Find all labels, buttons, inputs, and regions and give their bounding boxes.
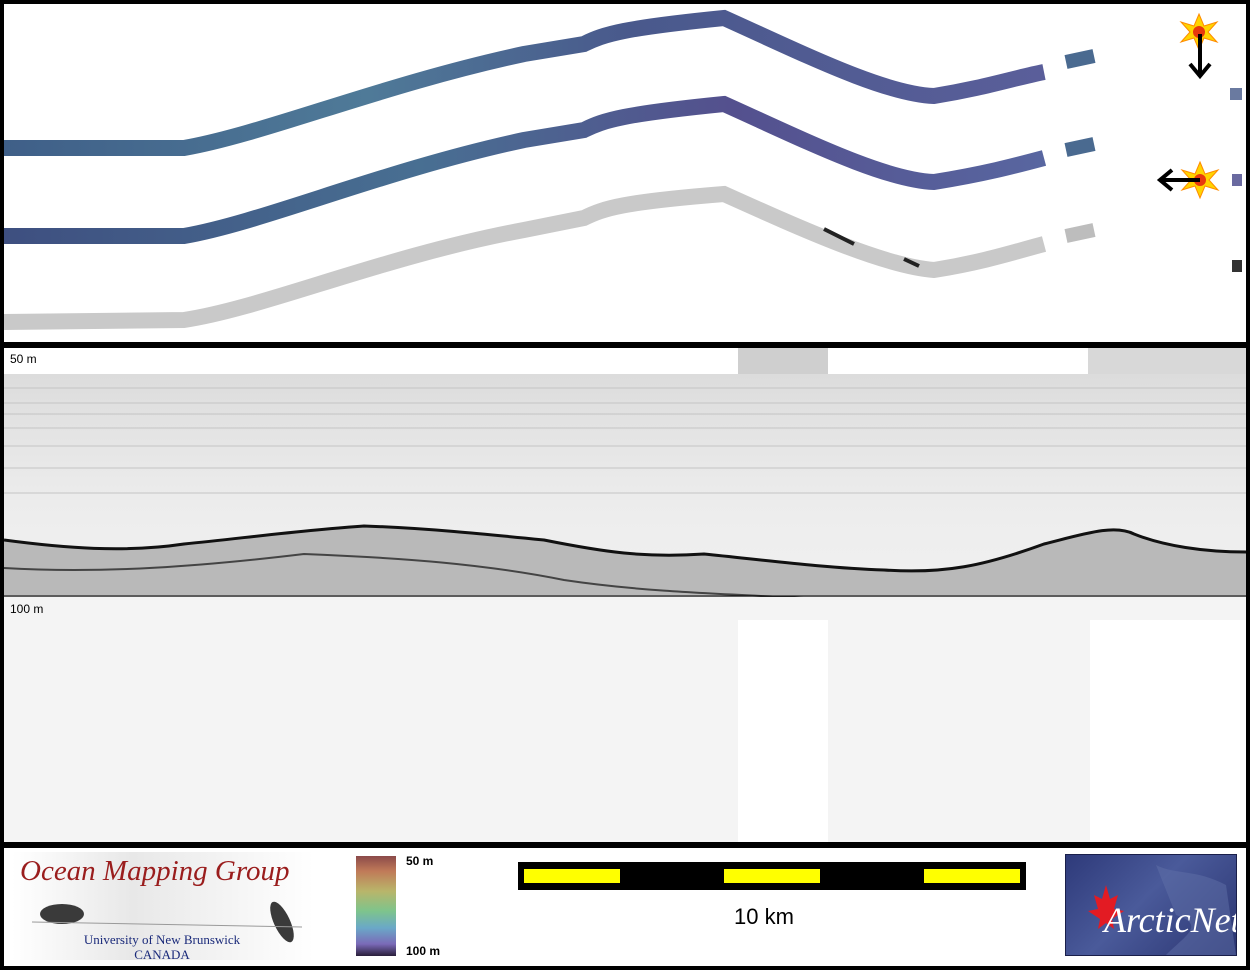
swath-map — [4, 9, 1242, 330]
striping — [4, 387, 1246, 494]
scale-bar-label: 10 km — [734, 904, 794, 929]
swath-strip-middle-gap — [1064, 137, 1096, 157]
profile-gap-1 — [738, 348, 828, 374]
swath-strip-bottom — [4, 185, 1047, 330]
swath-strip-top — [4, 9, 1046, 156]
seafloor-reflector — [4, 524, 1246, 573]
scale-bar-segment — [524, 869, 620, 883]
deep-section — [4, 597, 1246, 842]
scale-bar — [518, 862, 1026, 890]
swath-strip-bottom-gap — [1064, 223, 1096, 243]
omg-logo-graphic — [31, 901, 303, 943]
depth-label-100m: 100 m — [10, 602, 44, 616]
maple-leaf-icon — [1088, 865, 1236, 955]
swath-strip-top-gap — [1064, 49, 1096, 69]
scale-bar-segment — [724, 869, 820, 883]
subbottom-profile — [4, 348, 1246, 842]
omg-logo-title: Ocean Mapping Group — [20, 855, 290, 887]
colorbar-label-top: 50 m — [406, 854, 434, 868]
swath-strip-bottom-end — [1232, 260, 1242, 272]
swath-strip-middle — [4, 95, 1047, 244]
subbottom-profile-panel: 50 m 100 m — [4, 348, 1246, 842]
arrow-down-icon — [1188, 34, 1212, 80]
colorbar-label-bottom: 100 m — [406, 944, 441, 958]
arcticnet-logo-text: ArcticNet — [1104, 900, 1237, 940]
footer-panel: Ocean Mapping Group University of New Br… — [4, 848, 1246, 966]
swath-strip-bottom-dark — [823, 227, 920, 268]
omg-logo-country: CANADA — [134, 947, 190, 960]
swath-strip-top-end — [1230, 88, 1242, 100]
depth-label-50m: 50 m — [10, 352, 37, 366]
profile-gap-3 — [738, 620, 828, 842]
profile-gap-2 — [1088, 348, 1246, 374]
arcticnet-logo: ArcticNet — [1065, 854, 1237, 956]
swath-strip-middle-end — [1232, 174, 1242, 186]
scale-bar-segment — [924, 869, 1020, 883]
profile-gap-4 — [1090, 620, 1246, 842]
swath-map-panel — [4, 4, 1246, 342]
ocean-mapping-group-logo: Ocean Mapping Group University of New Br… — [12, 852, 314, 960]
omg-logo-university: University of New Brunswick — [83, 932, 241, 947]
arrow-left-icon — [1156, 168, 1200, 192]
depth-colorbar — [356, 856, 396, 956]
